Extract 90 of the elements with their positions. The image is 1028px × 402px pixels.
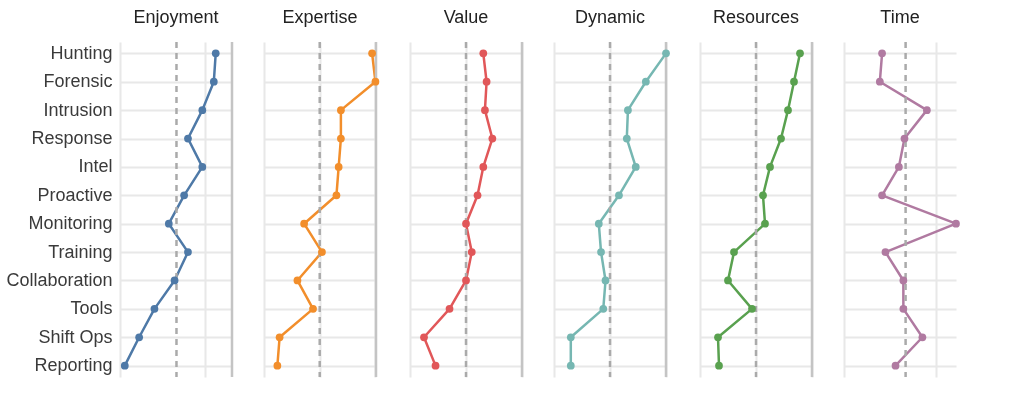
point	[135, 333, 144, 342]
point	[599, 305, 608, 313]
point	[462, 219, 470, 228]
y-tick-label: Intrusion	[43, 99, 113, 120]
point	[481, 106, 489, 114]
point	[180, 191, 189, 200]
point	[881, 248, 890, 256]
chart-title: Resources	[712, 6, 800, 27]
point	[120, 361, 129, 370]
point	[275, 333, 284, 342]
point	[334, 163, 343, 171]
point	[899, 305, 908, 313]
point	[900, 134, 909, 143]
y-tick-label: Reporting	[34, 355, 113, 376]
y-tick-label: Shift Ops	[38, 326, 113, 347]
point	[164, 219, 173, 228]
y-tick-label: Intel	[78, 156, 113, 177]
point	[878, 49, 886, 58]
point	[662, 49, 670, 58]
point	[479, 49, 488, 58]
point	[601, 276, 610, 285]
point	[875, 77, 884, 86]
point	[715, 361, 723, 370]
chart-title: Time	[880, 6, 920, 27]
point	[923, 106, 931, 114]
point	[467, 248, 476, 256]
point	[431, 361, 440, 370]
point	[566, 333, 575, 342]
point	[784, 106, 792, 114]
point	[566, 361, 575, 370]
y-tick-label: Response	[31, 128, 113, 149]
point	[891, 361, 900, 370]
y-tick-label: Tools	[70, 298, 113, 319]
point	[790, 77, 798, 86]
point	[300, 219, 308, 228]
point	[631, 163, 640, 171]
point	[293, 276, 302, 285]
point	[714, 333, 722, 342]
point	[761, 219, 769, 228]
point	[730, 248, 738, 256]
point	[895, 163, 903, 171]
point	[594, 219, 603, 228]
y-tick-label: Forensic	[43, 71, 113, 92]
point	[615, 191, 623, 200]
point	[597, 248, 605, 256]
point	[759, 191, 767, 200]
point	[624, 106, 632, 114]
chart-title: Value	[443, 6, 489, 27]
point	[473, 191, 482, 200]
y-tick-label: Proactive	[37, 184, 113, 205]
y-tick-label: Training	[48, 241, 113, 262]
chart-title: Dynamic	[574, 6, 646, 27]
point	[622, 134, 631, 143]
point	[952, 219, 960, 228]
point	[368, 49, 376, 58]
y-tick-label: Hunting	[50, 42, 113, 63]
point	[445, 305, 454, 313]
point	[211, 49, 220, 58]
point	[332, 191, 341, 200]
point	[724, 276, 732, 285]
point	[479, 163, 488, 171]
point	[198, 106, 207, 114]
point	[198, 163, 207, 171]
point	[918, 333, 927, 342]
point	[420, 333, 428, 342]
point	[170, 276, 179, 285]
point	[371, 77, 380, 86]
point	[766, 163, 774, 171]
point	[184, 248, 192, 256]
point	[273, 361, 282, 370]
point	[641, 77, 650, 86]
point	[318, 248, 326, 256]
point	[777, 134, 785, 143]
point	[482, 77, 491, 86]
point	[796, 49, 804, 58]
y-tick-label: Monitoring	[28, 213, 113, 234]
point	[462, 276, 470, 285]
chart-title: Expertise	[282, 6, 358, 27]
point	[309, 305, 317, 313]
point	[488, 134, 497, 143]
point	[337, 134, 345, 143]
point	[748, 305, 756, 313]
point	[878, 191, 886, 200]
chart-title: Enjoyment	[133, 6, 219, 27]
point	[150, 305, 159, 313]
point	[337, 106, 345, 114]
y-tick-label: Collaboration	[6, 269, 113, 290]
point	[184, 134, 192, 143]
point	[899, 276, 908, 285]
point	[209, 77, 218, 86]
